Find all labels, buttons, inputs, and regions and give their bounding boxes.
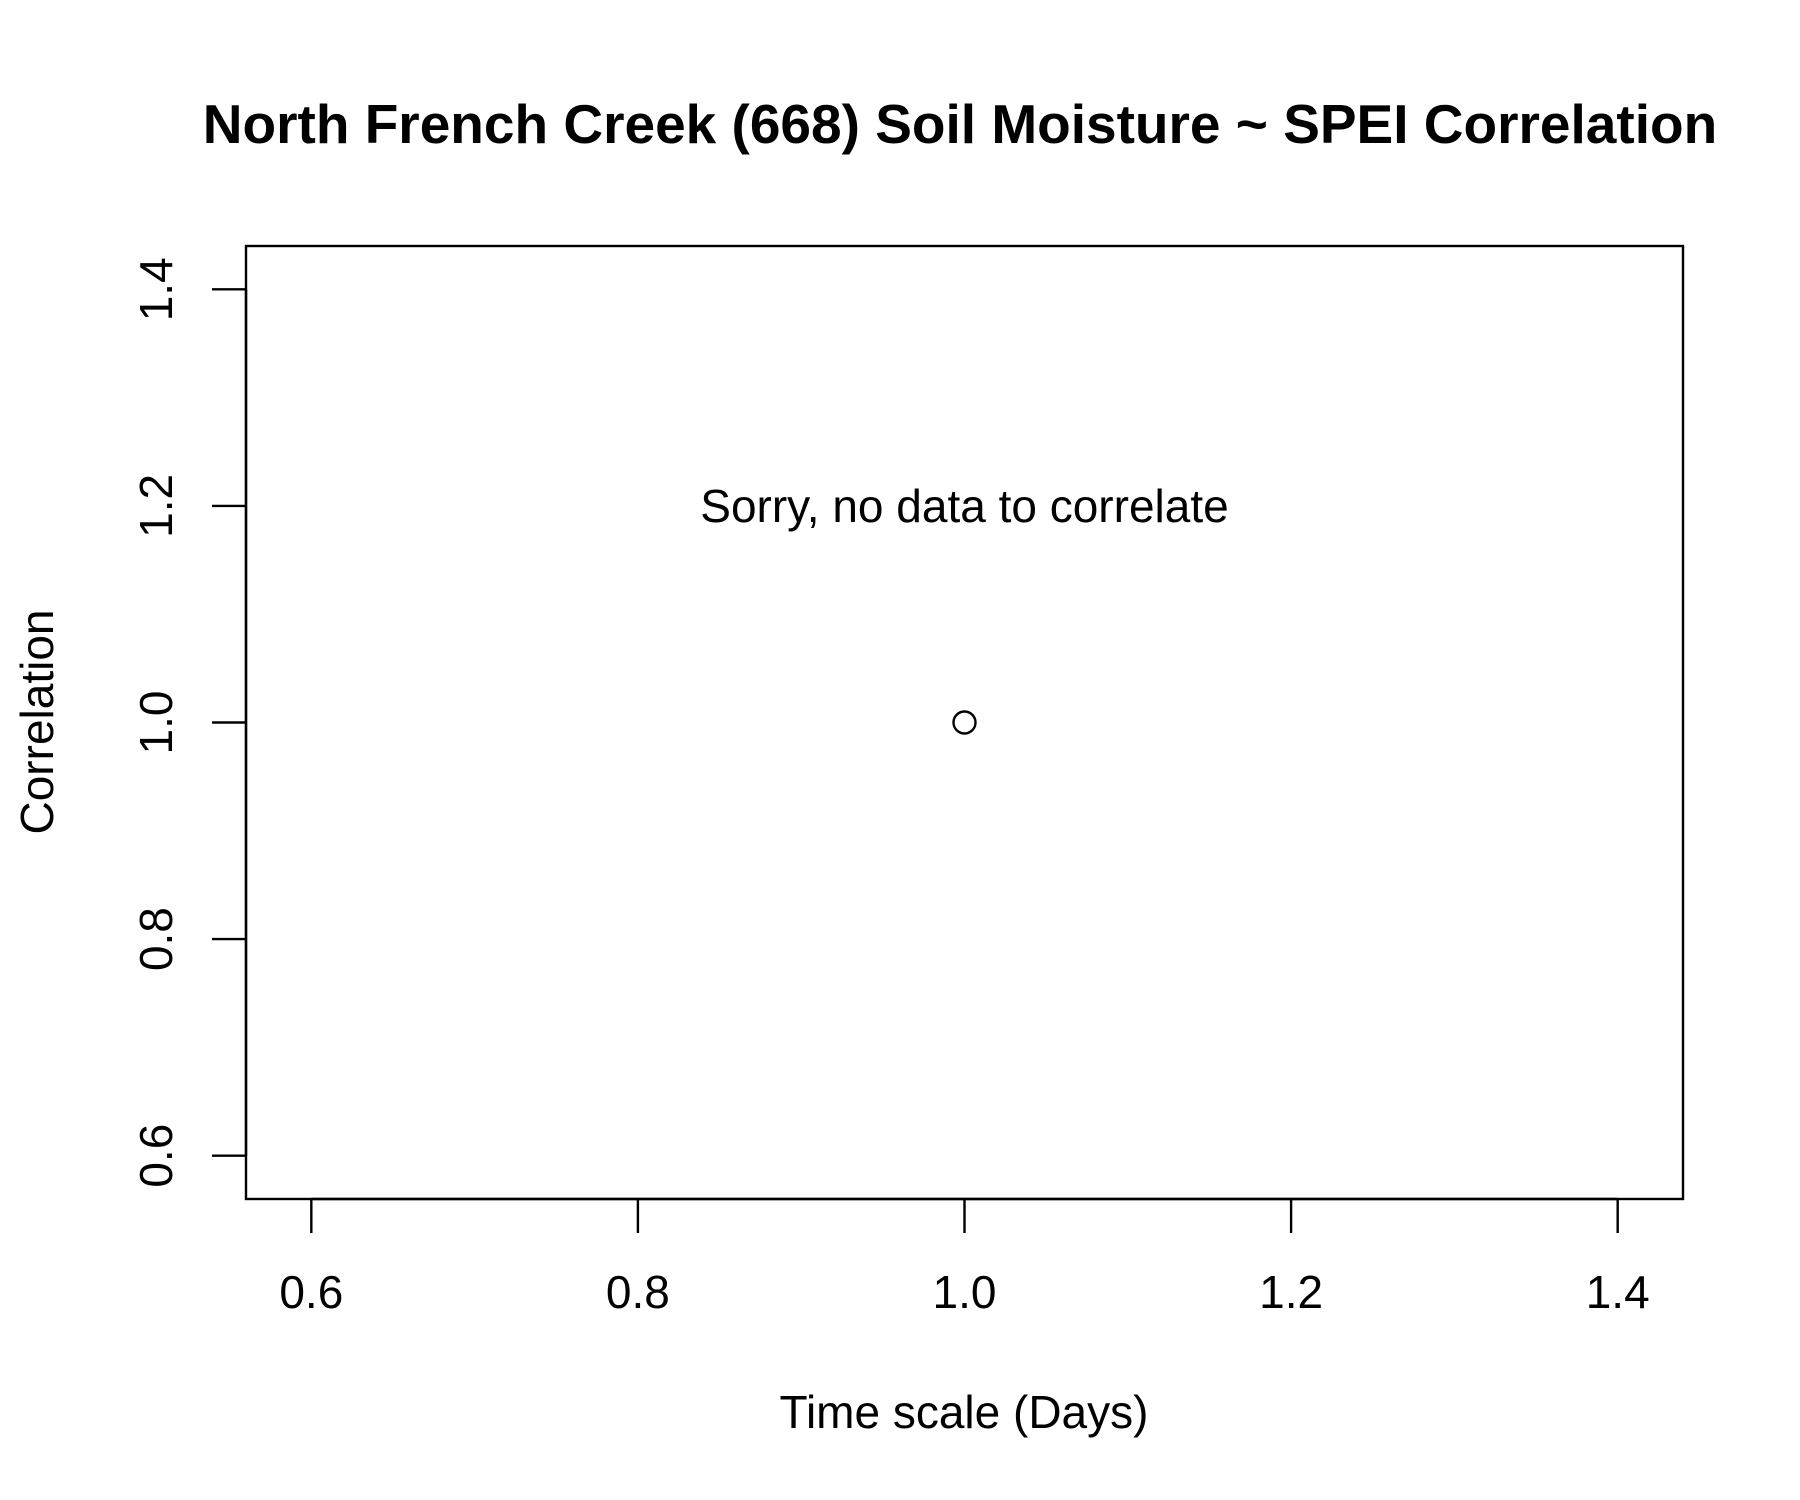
x-tick-label: 0.8 — [606, 1266, 670, 1318]
x-axis: 0.6 0.8 1.0 1.2 1.4 — [279, 1197, 1650, 1318]
y-tick-label: 0.6 — [130, 1124, 182, 1188]
y-tick-label: 0.8 — [130, 907, 182, 971]
data-point — [952, 710, 977, 735]
y-axis-label: Correlation — [11, 610, 63, 835]
x-tick-label: 1.4 — [1586, 1266, 1650, 1318]
y-tick-label: 1.2 — [130, 474, 182, 538]
y-axis: 0.6 0.8 1.0 1.2 1.4 — [130, 257, 248, 1188]
annotations: Sorry, no data to correlate — [700, 480, 1228, 532]
x-axis-label: Time scale (Days) — [780, 1386, 1149, 1438]
x-tick-label: 1.0 — [933, 1266, 997, 1318]
data-points — [952, 710, 977, 735]
x-tick-label: 1.2 — [1259, 1266, 1323, 1318]
chart-title: North French Creek (668) Soil Moisture ~… — [203, 93, 1717, 155]
y-tick-label: 1.0 — [130, 691, 182, 755]
no-data-message: Sorry, no data to correlate — [700, 480, 1228, 532]
plot-area — [244, 244, 1685, 1201]
x-tick-label: 0.6 — [279, 1266, 343, 1318]
y-tick-label: 1.4 — [130, 257, 182, 321]
